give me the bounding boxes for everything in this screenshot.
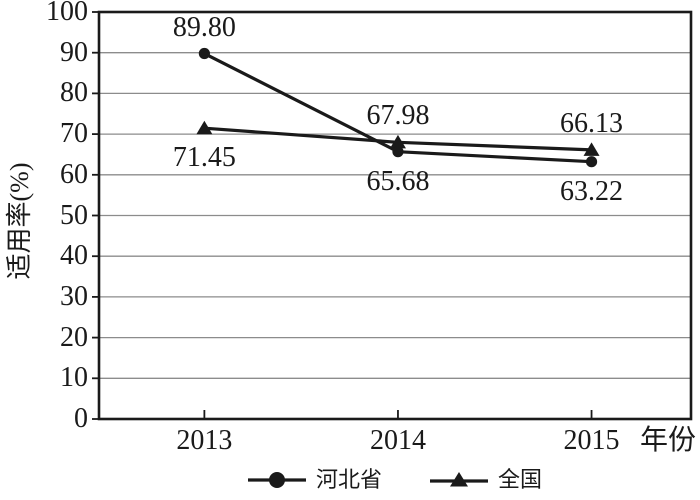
x-tick-label: 2015 [563,425,620,456]
x-axis-title: 年份 [640,425,697,456]
data-label: 66.13 [560,107,624,139]
x-axis-ticks [203,410,593,419]
data-label: 63.22 [560,175,624,207]
y-tick-label: 90 [60,36,88,68]
legend-label-national: 全国 [498,467,543,492]
data-label: 71.45 [172,142,236,174]
circle-marker-icon [247,472,306,488]
data-label: 67.98 [366,100,430,132]
y-tick-label: 30 [60,280,88,312]
legend-item-hebei: 河北省 [247,467,382,493]
legend-item-national: 全国 [430,467,542,493]
data-label: 89.80 [172,11,236,43]
triangle-marker-icon [430,472,488,487]
legend-label-hebei: 河北省 [315,467,382,492]
y-tick-label: 40 [60,240,88,272]
y-tick-label: 60 [60,158,88,190]
y-tick-label: 10 [60,362,88,394]
y-tick-label: 50 [60,199,88,231]
y-tick-label: 70 [60,118,88,150]
series-hebei [198,47,598,168]
x-tick-label: 2014 [369,425,426,456]
y-tick-label: 80 [60,77,88,109]
x-tick-label: 2013 [176,425,233,456]
legend: 河北省 全国 [99,464,691,496]
y-tick-label: 0 [74,403,88,434]
plot-border [97,10,693,421]
y-tick-label: 20 [60,321,88,353]
y-tick-label: 100 [46,0,88,27]
data-label: 65.68 [366,165,430,197]
series-national [196,120,600,156]
